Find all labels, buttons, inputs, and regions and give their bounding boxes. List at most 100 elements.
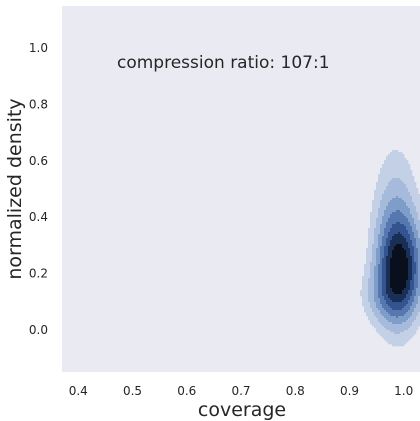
contour-cell [388, 338, 391, 341]
contour-cell [398, 158, 401, 161]
contour-cell [412, 326, 415, 329]
contour-cell [384, 336, 387, 339]
contour-cell [402, 206, 405, 209]
contour-cell [386, 296, 389, 299]
contour-cell [414, 228, 417, 231]
contour-cell [366, 292, 369, 295]
contour-cell [408, 276, 411, 279]
contour-cell [382, 194, 385, 197]
contour-cell [394, 172, 397, 175]
contour-cell [362, 300, 365, 303]
contour-cell [390, 192, 393, 195]
contour-cell [406, 226, 409, 229]
contour-cell [402, 258, 405, 261]
contour-cell [380, 256, 383, 259]
contour-cell [388, 320, 391, 323]
contour-cell [388, 292, 391, 295]
contour-cell [376, 204, 379, 207]
contour-cell [382, 250, 385, 253]
contour-cell [414, 190, 417, 193]
contour-cell [398, 234, 401, 237]
contour-cell [386, 338, 389, 341]
contour-cell [384, 240, 387, 243]
contour-cell [388, 312, 391, 315]
contour-cell [388, 242, 391, 245]
contour-cell [368, 246, 371, 249]
contour-cell [400, 230, 403, 233]
contour-cell [374, 318, 377, 321]
contour-cell [418, 204, 420, 207]
contour-cell [370, 290, 373, 293]
contour-cell [408, 246, 411, 249]
contour-cell [406, 306, 409, 309]
contour-cell [386, 320, 389, 323]
contour-cell [400, 172, 403, 175]
contour-cell [406, 314, 409, 317]
contour-cell [390, 184, 393, 187]
contour-cell [396, 150, 399, 153]
contour-cell [390, 270, 393, 273]
contour-cell [396, 174, 399, 177]
contour-cell [384, 266, 387, 269]
contour-cell [396, 160, 399, 163]
contour-cell [388, 220, 391, 223]
contour-cell [364, 300, 367, 303]
contour-cell [384, 222, 387, 225]
contour-cell [382, 222, 385, 225]
contour-cell [376, 262, 379, 265]
contour-cell [418, 202, 420, 205]
contour-cell [368, 250, 371, 253]
contour-cell [402, 318, 405, 321]
contour-cell [414, 214, 417, 217]
contour-cell [376, 214, 379, 217]
contour-cell [414, 314, 417, 317]
contour-cell [406, 252, 409, 255]
contour-cell [390, 220, 393, 223]
contour-cell [410, 318, 413, 321]
contour-cell [416, 242, 419, 245]
contour-cell [406, 316, 409, 319]
contour-cell [378, 208, 381, 211]
contour-cell [408, 170, 411, 173]
contour-cell [408, 248, 411, 251]
contour-cell [416, 192, 419, 195]
contour-cell [400, 284, 403, 287]
contour-cell [376, 202, 379, 205]
contour-cell [408, 334, 411, 337]
contour-cell [408, 308, 411, 311]
contour-cell [372, 244, 375, 247]
contour-cell [392, 152, 395, 155]
contour-cell [384, 176, 387, 179]
contour-cell [418, 212, 420, 215]
contour-cell [378, 242, 381, 245]
contour-cell [364, 286, 367, 289]
contour-cell [404, 186, 407, 189]
contour-cell [392, 250, 395, 253]
contour-cell [394, 260, 397, 263]
contour-cell [408, 220, 411, 223]
contour-cell [380, 198, 383, 201]
contour-cell [408, 210, 411, 213]
contour-cell [400, 306, 403, 309]
contour-cell [380, 184, 383, 187]
contour-cell [384, 312, 387, 315]
contour-cell [388, 166, 391, 169]
contour-cell [408, 200, 411, 203]
contour-cell [418, 308, 420, 311]
contour-cell [400, 222, 403, 225]
contour-cell [370, 274, 373, 277]
contour-cell [380, 318, 383, 321]
contour-cell [408, 208, 411, 211]
contour-cell [406, 338, 409, 341]
contour-cell [414, 332, 417, 335]
contour-cell [392, 206, 395, 209]
contour-cell [416, 232, 419, 235]
contour-cell [384, 334, 387, 337]
contour-cell [384, 186, 387, 189]
contour-cell [418, 248, 420, 251]
contour-cell [390, 278, 393, 281]
contour-cell [408, 338, 411, 341]
y-tick-label: 0.4 [29, 210, 48, 224]
contour-cell [392, 330, 395, 333]
contour-cell [396, 310, 399, 313]
